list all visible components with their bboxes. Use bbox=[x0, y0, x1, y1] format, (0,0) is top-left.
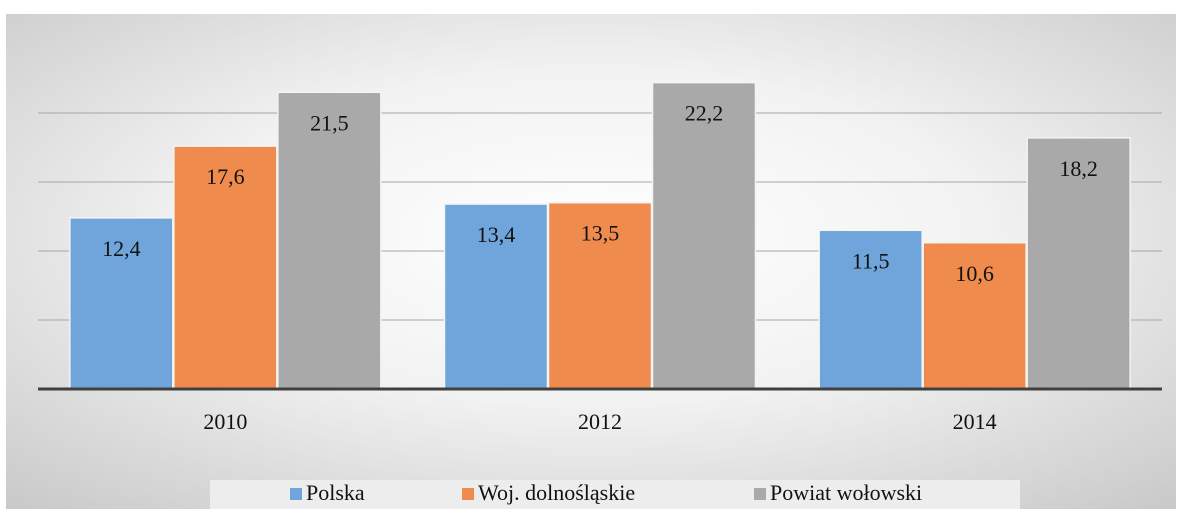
bar bbox=[547, 201, 653, 390]
bar bbox=[922, 241, 1027, 390]
legend-label: Powiat wołowski bbox=[770, 480, 922, 505]
data-label: 13,5 bbox=[581, 221, 620, 246]
bar bbox=[1026, 137, 1131, 390]
legend-label: Woj. dolnośląskie bbox=[478, 480, 635, 505]
bar bbox=[173, 145, 278, 390]
data-label: 10,6 bbox=[955, 261, 994, 286]
x-tick-label: 2010 bbox=[203, 409, 247, 434]
bar bbox=[443, 203, 549, 390]
x-tick-label: 2012 bbox=[578, 409, 622, 434]
legend-swatch bbox=[754, 488, 766, 500]
data-label: 13,4 bbox=[477, 222, 516, 247]
legend-label: Polska bbox=[306, 480, 365, 505]
bar bbox=[651, 81, 757, 390]
bar bbox=[69, 217, 174, 390]
legend-swatch bbox=[462, 488, 474, 500]
data-label: 18,2 bbox=[1059, 156, 1098, 181]
bar bbox=[818, 229, 923, 390]
data-label: 21,5 bbox=[310, 110, 349, 135]
data-label: 17,6 bbox=[206, 164, 245, 189]
data-label: 22,2 bbox=[685, 101, 724, 126]
legend-box bbox=[210, 480, 1020, 509]
data-label: 12,4 bbox=[102, 236, 141, 261]
data-label: 11,5 bbox=[852, 248, 890, 273]
legend-swatch bbox=[290, 488, 302, 500]
bar bbox=[277, 91, 382, 390]
x-tick-label: 2014 bbox=[953, 409, 997, 434]
